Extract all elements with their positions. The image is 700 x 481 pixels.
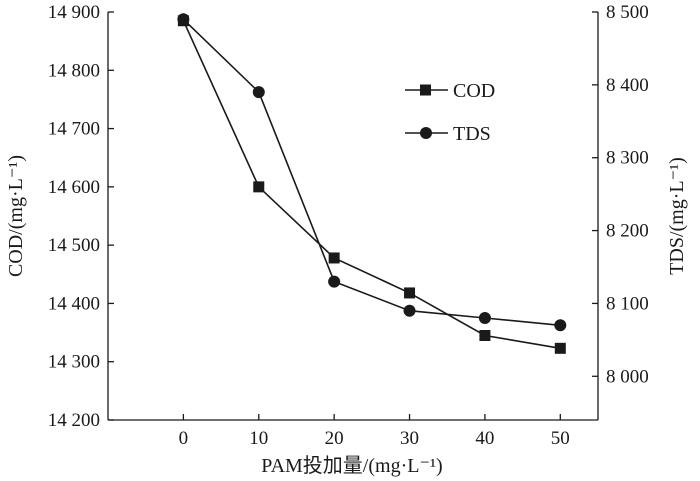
cod-series-line: [182, 20, 561, 350]
y-right-tick-label: 8 000: [606, 366, 649, 387]
legend: COD TDS: [405, 80, 495, 145]
tds-point: [554, 319, 567, 332]
y-right-tick-label: 8 400: [606, 75, 649, 96]
y-right-tick-label: 8 500: [606, 2, 649, 23]
y-left-tick-label: 14 300: [48, 352, 100, 373]
y-left-tick-label: 14 500: [48, 235, 100, 256]
cod-point: [328, 252, 340, 264]
cod-point: [554, 342, 566, 354]
cod-point: [404, 287, 416, 299]
ticks-layer: 14 200 14 300 14 400 14 500 14 600 14 700 14 8…: [48, 2, 649, 449]
x-tick-label: 50: [551, 428, 570, 449]
legend-tds-marker: [420, 127, 432, 139]
y-left-tick-label: 14 200: [48, 410, 100, 431]
legend-tds-label: TDS: [453, 123, 491, 145]
plot-frame: [107, 12, 599, 421]
cod-point: [253, 181, 265, 193]
x-tick-label: 20: [325, 428, 344, 449]
tds-point: [328, 275, 341, 288]
x-tick-label: 10: [249, 428, 268, 449]
x-tick-label: 30: [400, 428, 419, 449]
y-right-axis-title: TDS/(mg·L⁻¹): [666, 157, 688, 275]
cod-point: [479, 329, 491, 341]
x-tick-label: 40: [475, 428, 494, 449]
y-right-tick-label: 8 300: [606, 148, 649, 169]
legend-cod-label: COD: [453, 80, 495, 102]
y-left-axis-title: COD/(mg·L⁻¹): [5, 155, 27, 277]
legend-cod-marker: [420, 84, 431, 96]
y-right-tick-label: 8 200: [606, 221, 649, 242]
x-axis-title: PAM投加量/(mg·L⁻¹): [261, 454, 442, 477]
tds-point: [252, 86, 265, 99]
series-layer: [177, 13, 567, 354]
tds-point: [403, 304, 416, 317]
legend-item-tds: TDS: [405, 123, 491, 145]
y-left-tick-label: 14 800: [48, 60, 100, 81]
tds-point: [478, 312, 491, 324]
tds-point: [177, 13, 190, 26]
tds-series-line: [182, 18, 561, 327]
y-right-tick-label: 8 100: [606, 293, 649, 314]
y-left-tick-label: 14 900: [48, 2, 100, 23]
x-tick-label: 0: [179, 428, 189, 449]
y-left-tick-label: 14 700: [48, 119, 100, 140]
y-left-tick-label: 14 400: [48, 293, 100, 314]
legend-item-cod: COD: [405, 80, 495, 102]
y-left-tick-label: 14 600: [48, 177, 100, 198]
